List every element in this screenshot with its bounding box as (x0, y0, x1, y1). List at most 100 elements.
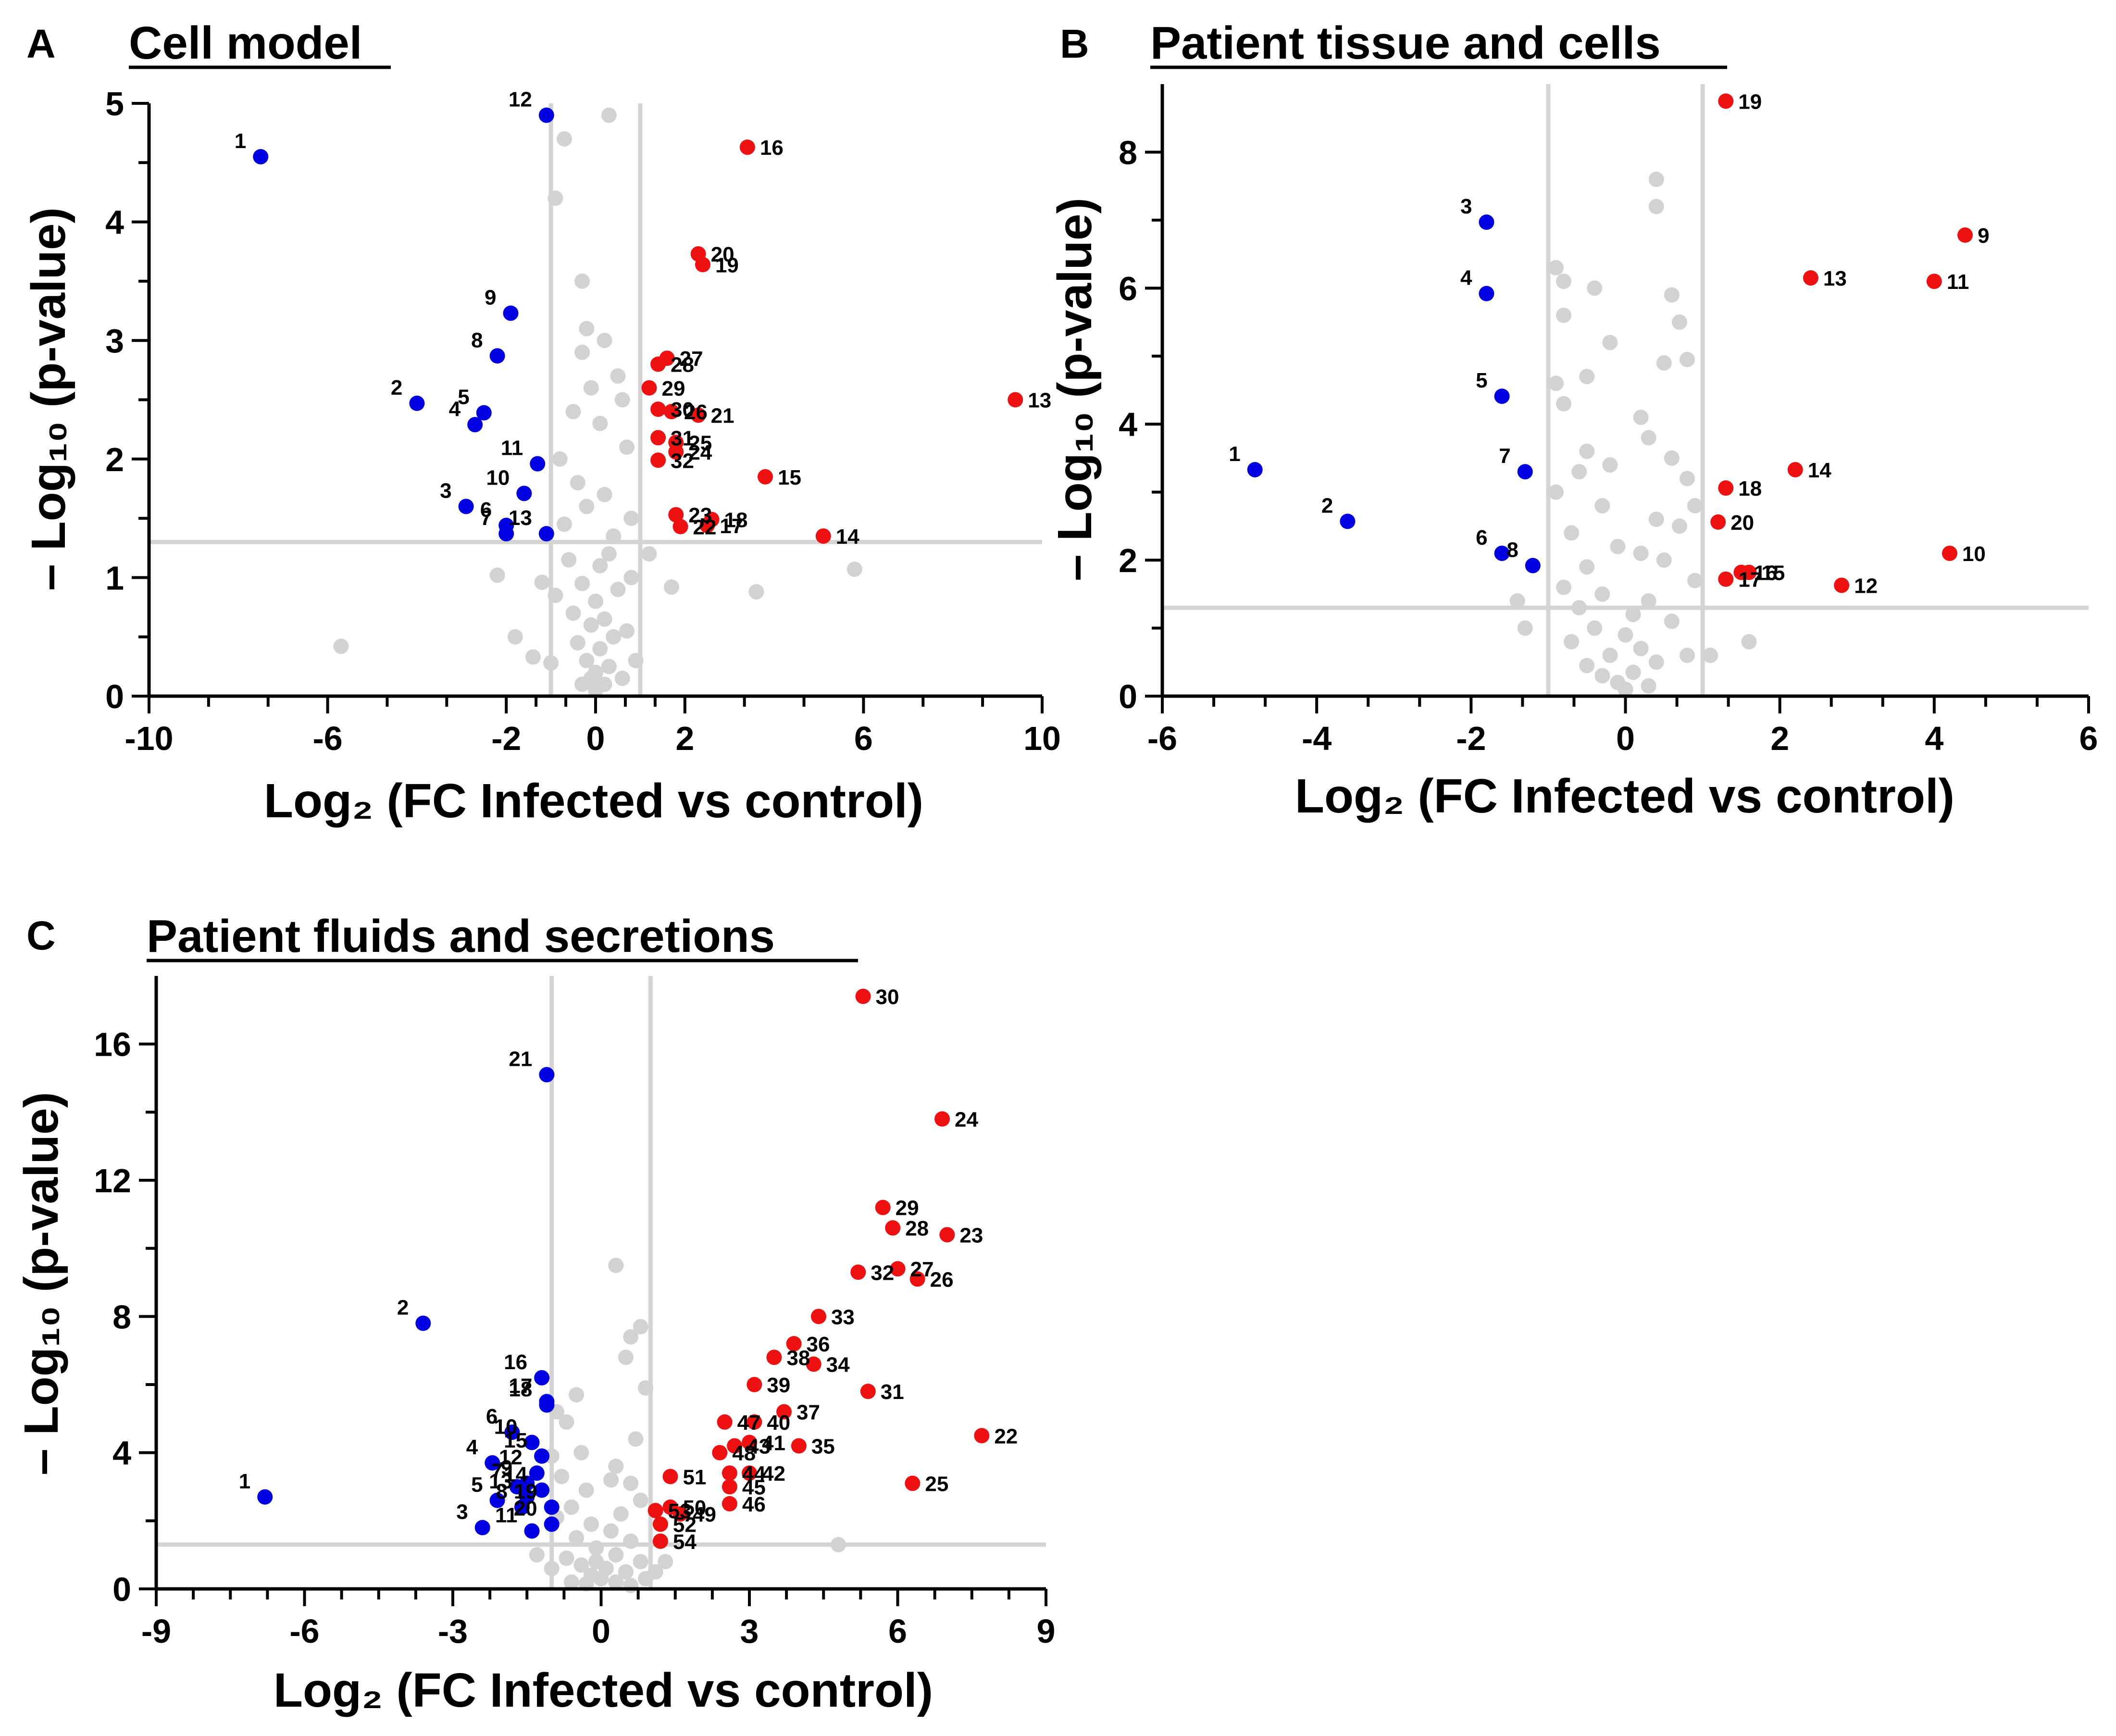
up-point (974, 1428, 990, 1444)
ns-point (633, 1492, 648, 1508)
ns-point (1687, 498, 1703, 513)
y-axis-title: – Log₁₀ (p-value) (22, 207, 75, 591)
down-point (1479, 214, 1494, 230)
ns-point (592, 415, 608, 431)
ns-point (1587, 620, 1603, 636)
point-label: 14 (504, 1463, 527, 1486)
ns-point (563, 1499, 579, 1515)
down-point (544, 1499, 560, 1515)
point-label: 44 (742, 1462, 766, 1486)
point-label: 13 (509, 506, 532, 530)
ns-point (1656, 355, 1672, 371)
point-label: 10 (494, 1415, 518, 1438)
up-point (690, 246, 706, 262)
ns-point (565, 605, 581, 621)
up-point (668, 507, 684, 523)
down-point (524, 1523, 540, 1539)
ns-point (597, 333, 612, 349)
point-label: 2 (391, 376, 402, 400)
ns-point (1548, 484, 1564, 500)
x-tick-label: -6 (312, 720, 342, 757)
ns-point (608, 1574, 624, 1590)
ns-point (613, 1506, 629, 1522)
up-point (885, 1220, 901, 1236)
point-label: 13 (1823, 267, 1847, 290)
point-label: 4 (449, 397, 461, 421)
point-label: 9 (485, 286, 496, 309)
ns-point (563, 1574, 579, 1590)
point-label: 19 (1738, 90, 1762, 113)
ns-point (633, 1554, 648, 1570)
ns-point (1671, 314, 1687, 330)
ns-point (1579, 658, 1595, 674)
ns-point (1556, 307, 1572, 323)
up-point (766, 1349, 782, 1365)
down-point (409, 395, 425, 411)
point-label: 17 (1738, 568, 1762, 592)
ns-point (579, 653, 595, 669)
ns-point (333, 638, 349, 654)
down-point (476, 405, 492, 421)
ns-point (1671, 518, 1687, 534)
point-label: 13 (489, 1470, 512, 1493)
ns-point (544, 1561, 560, 1576)
point-label: 9 (501, 1456, 512, 1479)
ns-point (570, 475, 585, 491)
ns-point (579, 499, 595, 514)
ns-point (601, 107, 617, 123)
ns-point (583, 671, 599, 687)
ns-point (570, 635, 585, 651)
point-label: 29 (896, 1197, 919, 1220)
point-label: 15 (778, 466, 801, 489)
point-label: 5 (458, 386, 469, 409)
up-point (1787, 462, 1803, 477)
up-point (1803, 270, 1818, 286)
up-point (652, 1533, 668, 1549)
ns-point (603, 1472, 619, 1488)
ns-point (1664, 450, 1680, 466)
x-axis-title: Log₂ (FC Infected vs control) (274, 1663, 933, 1717)
point-label: 4 (1460, 266, 1472, 290)
y-tick-label: 8 (1119, 134, 1137, 171)
ns-point (1648, 199, 1664, 214)
ns-point (619, 623, 635, 639)
up-point (641, 380, 657, 396)
ns-point (1679, 471, 1695, 487)
x-tick-label: 9 (1037, 1612, 1056, 1650)
x-tick-label: -4 (1302, 720, 1332, 757)
up-point (855, 988, 871, 1004)
ns-point (588, 1540, 604, 1556)
point-label: 10 (486, 466, 510, 489)
point-label: 20 (514, 1497, 537, 1520)
point-label: 4 (466, 1436, 478, 1459)
down-point (489, 348, 505, 364)
down-point (467, 417, 483, 433)
up-point (934, 1111, 950, 1127)
ns-point (593, 1571, 609, 1586)
up-point (650, 401, 666, 417)
down-point (544, 1516, 560, 1532)
x-tick-label: 0 (1616, 720, 1635, 757)
ns-point (583, 380, 599, 396)
up-point (1718, 571, 1734, 587)
point-label: 15 (504, 1429, 527, 1452)
up-point (806, 1356, 822, 1372)
up-point (905, 1475, 921, 1491)
ns-point (1648, 172, 1664, 187)
ns-point (573, 1557, 589, 1573)
ns-point (1618, 681, 1633, 697)
ns-point (552, 451, 568, 467)
point-label: 36 (807, 1333, 830, 1356)
ns-point (559, 1550, 574, 1566)
point-label: 42 (762, 1462, 785, 1486)
down-point (1494, 545, 1510, 561)
ns-point (1625, 664, 1641, 680)
ns-point (574, 575, 590, 591)
point-label: 22 (994, 1424, 1018, 1448)
ns-point (578, 1482, 594, 1498)
ns-point (561, 552, 577, 568)
point-label: 45 (742, 1476, 766, 1499)
point-label: 5 (471, 1473, 483, 1497)
y-tick-label: 12 (94, 1162, 131, 1199)
ns-point (1664, 613, 1680, 629)
